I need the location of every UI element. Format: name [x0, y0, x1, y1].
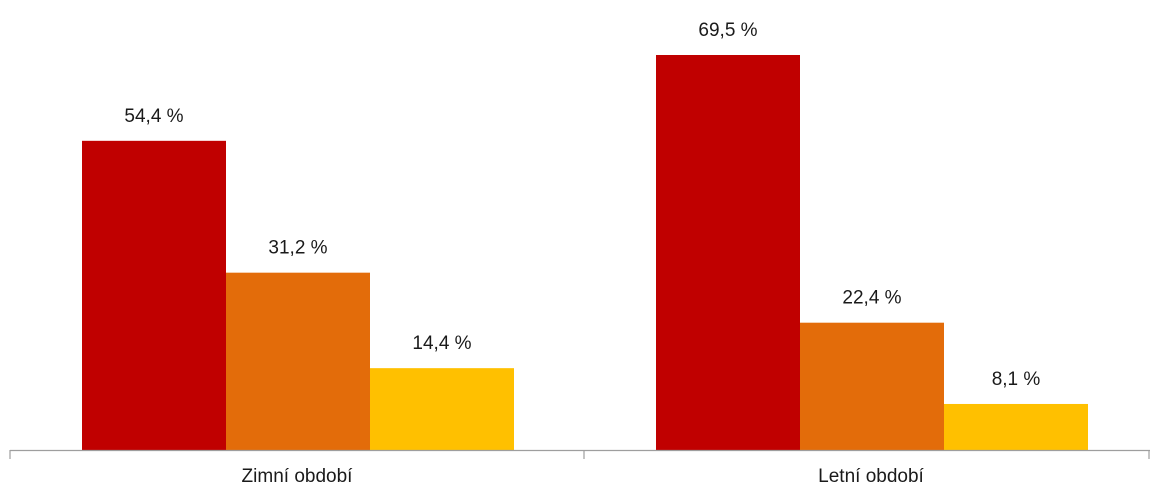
x-axis-ticks	[9, 450, 1150, 459]
bar-1-2	[226, 272, 370, 450]
bar-2-1	[656, 55, 800, 450]
data-label-1-3: 14,4 %	[412, 333, 471, 354]
data-label-2-2: 22,4 %	[842, 288, 901, 309]
bar-1-1	[82, 140, 226, 451]
bars-group	[82, 55, 1088, 451]
category-labels-group: Zimní období Letní období	[242, 466, 925, 487]
data-label-1-1: 54,4 %	[124, 106, 183, 127]
data-label-2-3: 8,1 %	[992, 369, 1041, 390]
data-label-2-1: 69,5 %	[698, 20, 757, 41]
category-label-2: Letní období	[818, 466, 924, 487]
data-labels-group: 54,4 % 31,2 % 14,4 % 69,5 % 22,4 % 8,1 %	[124, 20, 1040, 390]
data-label-1-2: 31,2 %	[268, 238, 327, 259]
category-label-1: Zimní období	[242, 466, 354, 487]
bar-2-3	[944, 403, 1088, 450]
bar-1-3	[370, 368, 514, 450]
bar-2-2	[800, 322, 944, 450]
